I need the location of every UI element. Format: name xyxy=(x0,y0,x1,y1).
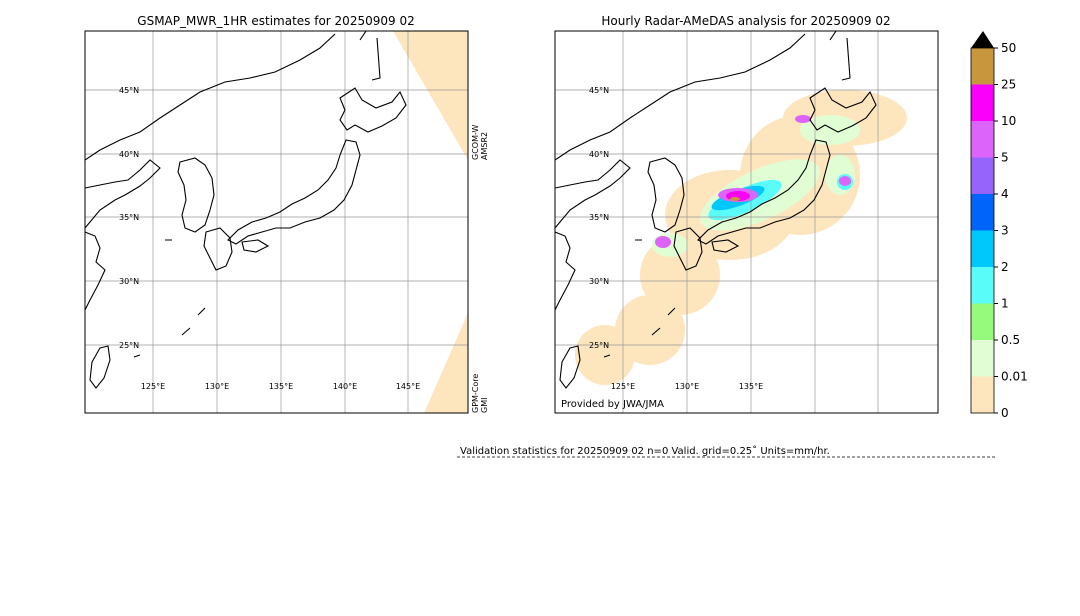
colorbar-swatch xyxy=(971,121,994,158)
lat-label: 45°N xyxy=(589,86,609,95)
lon-label: 125°E xyxy=(611,382,635,391)
lat-label: 40°N xyxy=(119,150,139,159)
satellite-label: GCOM-W xyxy=(471,124,480,160)
colorbar-label: 25 xyxy=(1001,78,1016,92)
colorbar-label: 0.5 xyxy=(1001,333,1020,347)
satellite-label: GPM-Core xyxy=(471,374,480,413)
lon-label: 130°E xyxy=(205,382,229,391)
colorbar-label: 50 xyxy=(1001,41,1016,55)
lat-label: 30°N xyxy=(589,277,609,286)
colorbar: 0 0.01 0.5 1 2 3 4 5 10 25 50 xyxy=(970,31,1028,420)
satellite-label: AMSR2 xyxy=(480,132,489,160)
lon-label: 130°E xyxy=(675,382,699,391)
lat-label: 35°N xyxy=(119,213,139,222)
colorbar-label: 10 xyxy=(1001,114,1016,128)
lat-label: 45°N xyxy=(119,86,139,95)
lat-label: 25°N xyxy=(119,341,139,350)
lon-label: 125°E xyxy=(141,382,165,391)
colorbar-label: 0 xyxy=(1001,406,1009,420)
colorbar-swatch xyxy=(971,157,994,194)
colorbar-label: 0.01 xyxy=(1001,370,1028,384)
panel-title: GSMAP_MWR_1HR estimates for 20250909 02 xyxy=(137,14,414,28)
colorbar-swatch xyxy=(971,230,994,267)
panel-title: Hourly Radar-AMeDAS analysis for 2025090… xyxy=(601,14,890,28)
lon-label: 145°E xyxy=(396,382,420,391)
left-map xyxy=(84,30,469,414)
colorbar-swatch xyxy=(971,340,994,377)
validation-text: Validation statistics for 20250909 02 n=… xyxy=(460,445,830,457)
right-map xyxy=(554,30,939,414)
colorbar-swatch xyxy=(971,376,994,413)
lat-label: 35°N xyxy=(589,213,609,222)
colorbar-swatch xyxy=(971,48,994,85)
lat-label: 30°N xyxy=(119,277,139,286)
colorbar-label: 3 xyxy=(1001,224,1009,238)
lon-label: 140°E xyxy=(333,382,357,391)
satellite-label: GMI xyxy=(480,398,489,413)
colorbar-label: 1 xyxy=(1001,297,1009,311)
colorbar-label: 2 xyxy=(1001,260,1009,274)
colorbar-label: 4 xyxy=(1001,187,1009,201)
credit: Provided by JWA/JMA xyxy=(561,399,664,410)
lat-label: 40°N xyxy=(589,150,609,159)
colorbar-swatch xyxy=(971,194,994,231)
lat-label: 25°N xyxy=(589,341,609,350)
colorbar-label: 5 xyxy=(1001,151,1009,165)
colorbar-swatch xyxy=(971,84,994,121)
lon-label: 135°E xyxy=(739,382,763,391)
lon-label: 135°E xyxy=(269,382,293,391)
colorbar-swatch xyxy=(971,267,994,304)
colorbar-swatch xyxy=(971,303,994,340)
